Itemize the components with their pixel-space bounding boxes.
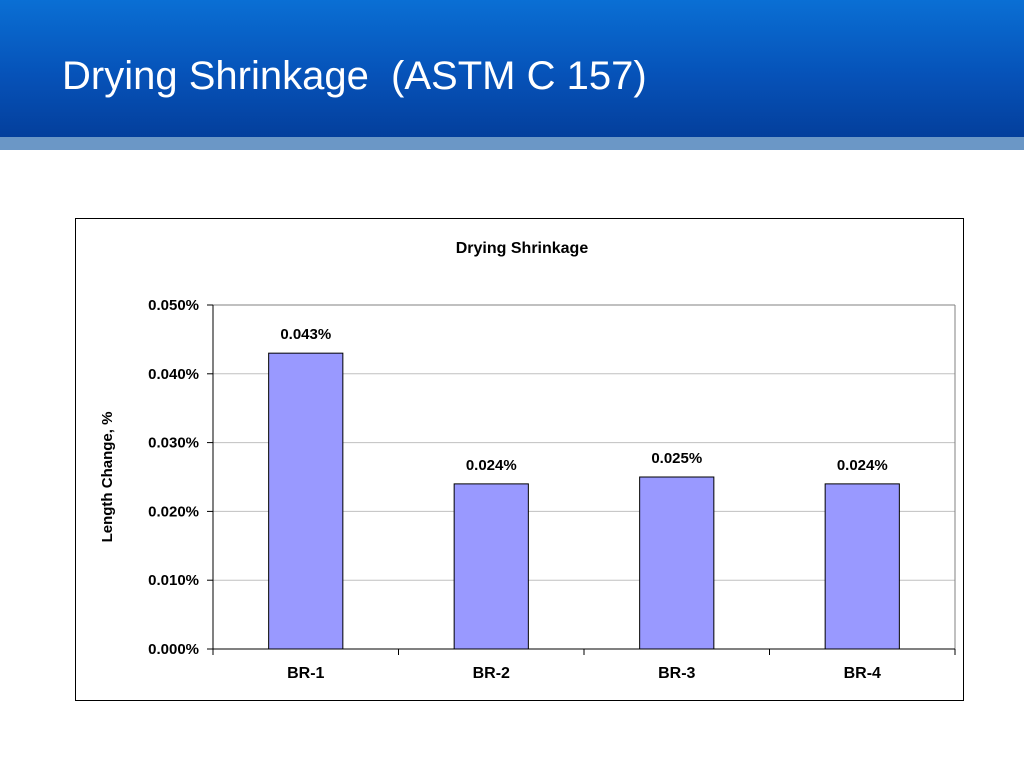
y-axis-title: Length Change, % (99, 412, 116, 543)
bar-br-4 (824, 483, 900, 650)
bar-br-3 (639, 476, 715, 650)
bar-chart: Drying Shrinkage Length Change, % 0.000%… (99, 240, 956, 682)
slide-title: Drying Shrinkage (ASTM C 157) (62, 54, 647, 98)
y-tick-label: 0.000% (148, 641, 199, 658)
slide-header: Drying Shrinkage (ASTM C 157) (0, 0, 1024, 137)
x-tick-label: BR-2 (473, 665, 510, 682)
y-tick-label: 0.050% (148, 297, 199, 314)
bar-br-2 (453, 483, 529, 650)
chart-title: Drying Shrinkage (456, 240, 589, 257)
chart-frame: Drying Shrinkage Length Change, % 0.000%… (75, 218, 964, 701)
y-tick-label: 0.030% (148, 435, 199, 452)
y-tick-label: 0.040% (148, 366, 199, 383)
data-label: 0.024% (466, 457, 517, 474)
bar-br-1 (268, 352, 344, 650)
data-label: 0.025% (651, 450, 702, 467)
x-tick-label: BR-4 (844, 665, 881, 682)
header-divider-band (0, 137, 1024, 150)
y-tick-label: 0.020% (148, 503, 199, 520)
x-tick-label: BR-1 (287, 665, 324, 682)
y-tick-label: 0.010% (148, 572, 199, 589)
data-label: 0.024% (837, 457, 888, 474)
x-tick-label: BR-3 (658, 665, 695, 682)
data-label: 0.043% (280, 326, 331, 343)
